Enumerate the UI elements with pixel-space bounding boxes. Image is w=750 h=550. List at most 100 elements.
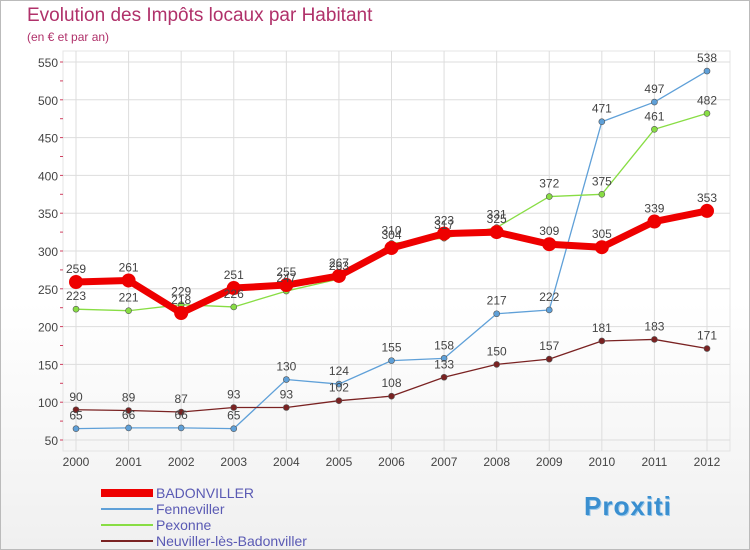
data-label: 309 [539,224,559,238]
legend-swatch [101,524,153,526]
data-point [598,337,606,345]
x-tick-label: 2012 [694,455,721,469]
data-point [335,397,343,404]
data-point [388,357,395,364]
data-label: 181 [592,321,612,335]
chart-title: Evolution des Impôts locaux par Habitant [27,5,373,26]
data-point [230,303,238,311]
data-label: 263 [329,259,349,273]
data-point [72,425,80,432]
x-tick-label: 2008 [483,455,510,469]
data-point [703,345,711,352]
data-point [69,274,83,289]
data-point [545,355,553,363]
data-point [703,67,711,75]
data-label: 171 [697,329,717,343]
legend-label: BADONVILLER [156,485,255,501]
x-tick-label: 2004 [273,455,300,469]
data-point [542,237,557,252]
series-neuviller-l-s-badonviller [72,336,711,416]
legend-swatch [101,508,153,510]
x-tick-label: 2010 [588,455,615,469]
data-label: 267 [329,256,349,270]
legend-item: Fenneviller [101,501,307,517]
data-point [388,392,395,400]
data-point [331,268,346,283]
data-label: 65 [227,409,241,423]
y-tick-label: 200 [38,321,58,335]
data-label: 183 [644,319,664,333]
data-point [121,273,136,288]
data-point [598,118,606,126]
x-tick-label: 2011 [642,455,668,469]
data-point [174,305,189,320]
data-label: 108 [381,376,401,390]
data-label: 157 [539,339,559,353]
data-label: 372 [539,177,559,191]
data-label: 331 [487,208,507,222]
y-tick-label: 450 [38,132,58,146]
data-point [177,424,185,432]
data-label: 247 [276,271,296,285]
data-label: 305 [592,227,612,241]
data-point [651,125,658,133]
data-point [72,406,80,414]
y-tick-label: 350 [38,207,58,221]
legend-item: Pexonne [101,517,307,533]
x-tick-label: 2005 [326,455,353,469]
legend-item: BADONVILLER [101,485,307,501]
data-label: 150 [487,344,507,358]
data-label: 339 [644,202,664,216]
series-fenneviller [72,67,711,432]
data-point [493,361,500,368]
data-point [72,305,80,313]
data-label: 255 [276,265,296,279]
data-label: 325 [487,212,507,226]
y-tick-label: 100 [38,396,58,410]
data-label: 304 [381,228,401,242]
data-point [437,226,452,241]
data-point [226,281,241,296]
series-badonviller [69,203,714,320]
data-label: 133 [434,357,454,371]
data-label: 482 [697,93,717,107]
x-tick-label: 2001 [115,455,142,469]
data-point [489,225,504,240]
data-label: 102 [329,381,349,395]
legend-label: Pexonne [156,517,212,533]
data-label: 155 [381,341,401,355]
data-label: 217 [487,294,507,308]
legend-swatch [101,489,153,497]
data-point [335,380,343,388]
x-tick-label: 2002 [168,455,195,469]
chart-subtitle: (en € et par an) [27,30,110,44]
legend-swatch [101,540,153,542]
data-point [594,240,609,255]
data-point [230,404,238,411]
data-point [493,310,500,318]
data-label: 353 [697,191,717,205]
legend-item: Neuviller-lès-Badonviller [101,533,307,549]
data-point [125,424,132,432]
y-tick-label: 550 [38,56,58,70]
data-label: 471 [592,102,612,116]
data-label: 90 [69,390,83,404]
data-label: 158 [434,338,454,352]
legend-label: Fenneviller [156,501,225,517]
x-tick-label: 2007 [431,455,458,469]
data-label: 221 [119,291,139,305]
data-label: 251 [224,268,244,282]
data-label: 124 [329,364,349,378]
data-point [651,336,658,343]
data-point [651,98,658,106]
data-point [125,307,132,315]
y-tick-label: 50 [45,434,59,448]
data-point [598,191,606,198]
y-tick-label: 250 [38,283,58,297]
data-point [177,408,185,416]
legend: BADONVILLER Fenneviller Pexonne Neuviller-l… [101,485,307,549]
data-point [545,193,553,200]
data-label: 66 [174,408,188,422]
data-label: 87 [174,392,188,406]
data-label: 89 [122,391,136,405]
